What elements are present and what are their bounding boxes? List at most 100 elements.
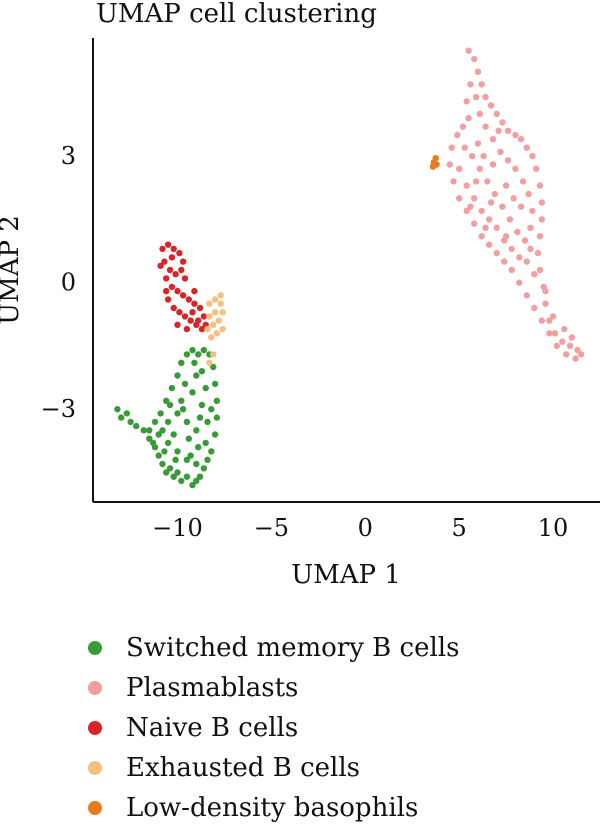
point-series-1-89 [502,182,510,189]
point-series-1-22 [546,317,553,324]
legend-label: Low-density basophils [126,793,419,823]
point-series-3-9 [219,325,226,333]
point-series-1-43 [456,195,463,202]
point-series-1-41 [471,220,478,227]
point-series-1-23 [551,330,559,337]
x-tick-label: 0 [358,514,373,542]
point-series-0-62 [172,456,179,463]
point-series-0-60 [208,406,215,413]
point-series-0-22 [211,431,219,438]
point-series-1-18 [534,249,542,257]
y-tick-label: 3 [61,142,76,170]
point-series-1-59 [519,178,527,185]
point-series-0-65 [179,406,187,413]
point-series-2-22 [181,313,189,320]
point-series-1-33 [531,304,538,312]
point-series-2-26 [174,321,181,328]
point-series-1-84 [549,313,557,320]
point-series-1-90 [517,203,525,210]
point-series-0-26 [210,363,217,371]
point-series-2-5 [178,266,185,274]
point-series-0-6 [146,435,153,442]
point-series-2-21 [187,317,194,324]
point-series-1-80 [516,254,523,261]
point-series-1-95 [510,195,517,202]
legend-item-plasmablasts: Plasmablasts [88,668,459,708]
point-series-2-17 [200,313,207,320]
point-series-0-1 [118,414,125,421]
point-series-1-2 [474,68,482,75]
point-series-0-40 [164,439,172,447]
point-series-1-63 [521,237,529,244]
legend-item-naive-b: Naive B cells [88,708,459,748]
x-tick-label: −10 [152,514,203,542]
legend-label: Exhausted B cells [126,753,361,783]
point-series-1-66 [499,203,506,210]
point-series-2-28 [189,309,196,316]
point-series-2-0 [159,245,166,253]
point-series-0-24 [213,397,221,404]
point-series-3-14 [206,359,213,366]
point-series-0-21 [208,448,215,455]
point-series-2-10 [163,275,170,282]
point-series-1-11 [523,144,530,151]
point-series-0-36 [157,410,164,417]
point-series-1-52 [472,93,480,101]
point-series-0-57 [181,380,189,388]
point-series-1-79 [508,245,515,253]
point-series-1-8 [504,127,512,134]
point-series-0-19 [200,465,207,472]
point-series-1-42 [463,207,470,215]
point-series-2-9 [157,262,164,269]
point-series-1-10 [517,136,525,143]
point-series-1-7 [499,119,506,126]
point-series-0-55 [170,431,177,438]
point-series-0-69 [166,401,174,409]
point-series-2-2 [170,245,177,253]
point-series-0-9 [159,460,166,468]
x-tick-label: −5 [254,514,289,542]
x-tick-label: 5 [452,514,467,542]
point-series-1-93 [472,178,480,185]
point-series-0-5 [140,427,147,434]
point-series-1-70 [469,152,476,160]
point-series-1-30 [553,342,560,350]
point-series-0-3 [127,418,134,426]
point-series-2-27 [183,325,191,333]
point-series-0-50 [189,389,196,396]
point-series-0-48 [164,418,172,426]
x-tick-label: 10 [538,514,569,542]
point-series-2-33 [195,317,202,324]
point-series-0-28 [200,346,207,354]
point-series-1-81 [523,258,530,265]
point-series-2-12 [174,287,181,295]
point-series-0-30 [189,346,196,354]
point-series-1-39 [486,241,493,248]
point-series-1-82 [531,271,538,278]
point-series-1-87 [474,140,482,147]
x-axis-title: UMAP 1 [291,560,401,590]
point-series-1-97 [502,233,510,240]
point-series-1-71 [461,144,468,151]
point-series-2-15 [191,300,198,307]
point-series-1-67 [491,190,498,198]
legend-label: Switched memory B cells [126,633,460,663]
point-series-1-45 [446,161,453,168]
point-series-0-66 [196,414,204,421]
point-series-1-13 [533,165,540,172]
point-series-0-13 [174,469,181,476]
point-series-3-12 [217,292,224,299]
point-series-1-24 [559,338,566,345]
point-series-1-73 [463,182,470,189]
point-series-3-13 [210,351,217,358]
point-series-0-15 [183,473,191,480]
points-layer [114,47,585,489]
point-series-1-32 [538,317,545,324]
point-series-1-31 [546,330,553,337]
point-series-0-10 [163,469,170,476]
point-series-1-69 [476,165,483,172]
point-series-1-6 [493,110,500,118]
legend-dot [88,681,102,695]
point-series-1-40 [478,233,485,240]
